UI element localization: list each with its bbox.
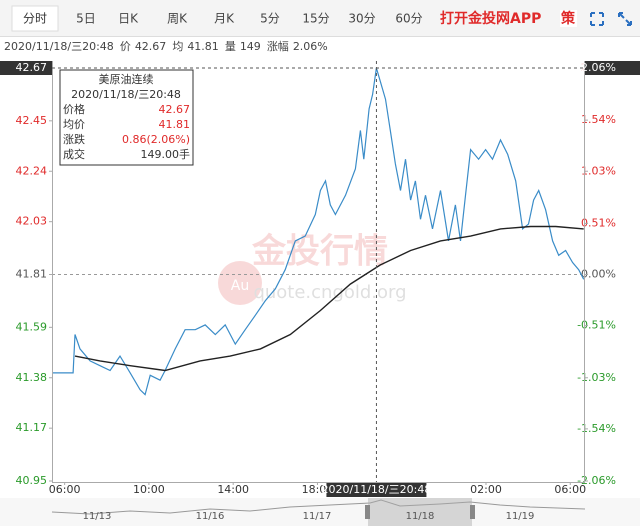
crosshair-y-label: 42.67	[16, 61, 48, 74]
tooltip	[59, 69, 194, 166]
watermark: Au 金投行情 quote.cngold.org	[218, 232, 407, 305]
tooltip-value: 42.67	[159, 103, 191, 116]
navigator-handle[interactable]	[470, 505, 475, 519]
crosshair-y2-label: 2.06%	[581, 61, 616, 74]
navigator-label: 11/16	[196, 511, 225, 522]
info-text: 41.81	[187, 40, 219, 53]
watermark-logo	[218, 261, 262, 305]
tab[interactable]: 月K	[214, 12, 235, 26]
tooltip-title: 美原油连续	[99, 72, 154, 86]
average-line	[74, 225, 584, 372]
y2-tick-label: -1.54%	[577, 422, 616, 435]
y-tick-label: 40.95	[16, 474, 48, 487]
tab[interactable]: 5分	[260, 12, 280, 26]
y-tick-label: 42.03	[16, 215, 48, 228]
tooltip-value: 0.86(2.06%)	[122, 133, 190, 146]
y-tick-label: 41.81	[16, 268, 48, 281]
info-text: 149	[240, 40, 261, 53]
tab[interactable]: 5日	[76, 12, 96, 26]
tooltip-time: 2020/11/18/三20:48	[71, 88, 181, 101]
info-line: 2020/11/18/三20:48 价 42.67 均 41.81 量 149 涨幅 2.06%	[4, 40, 328, 53]
y2-tick-label: 1.54%	[581, 113, 616, 126]
y2-tick-label: 1.03%	[581, 164, 616, 177]
info-text: 涨幅	[267, 40, 289, 53]
tab[interactable]: 15分	[302, 12, 329, 26]
y-tick-label: 41.59	[16, 320, 48, 333]
app-link[interactable]: 打开金投网APP	[440, 10, 541, 27]
navigator-window[interactable]	[368, 498, 472, 526]
y-tick-label: 42.45	[16, 114, 48, 127]
tooltip-label: 均价	[63, 118, 85, 131]
x-tick-label: 10:00	[133, 483, 165, 496]
y-tick-label: 41.38	[16, 371, 48, 384]
crosshair-x-box	[326, 483, 427, 497]
navigator-label: 11/19	[506, 511, 535, 522]
tooltip-value: 149.00手	[141, 147, 191, 161]
watermark-title: 金投行情	[251, 232, 388, 272]
navigator-handle[interactable]	[365, 505, 370, 519]
active-tab-bg	[11, 5, 59, 32]
fullscreen-icon[interactable]	[590, 12, 604, 26]
tab[interactable]: 周K	[167, 12, 188, 26]
tab[interactable]: 60分	[395, 12, 422, 26]
info-text: 量	[225, 40, 236, 53]
tab[interactable]: 日K	[118, 12, 139, 26]
navigator-label: 11/13	[83, 511, 112, 522]
navigator-label: 11/17	[303, 511, 332, 522]
expand-icon[interactable]	[618, 12, 632, 26]
navigator-line	[51, 499, 586, 515]
tooltip-label: 成交	[63, 147, 85, 161]
icon-bg	[560, 10, 577, 27]
crosshair-y-box	[0, 61, 52, 75]
y2-tick-label: 0.51%	[581, 216, 616, 229]
info-text: 价	[120, 40, 131, 53]
info-text: 2.06%	[293, 40, 328, 53]
x-tick-label: 06:00	[554, 483, 586, 496]
x-tick-label: 02:00	[470, 483, 502, 496]
navigator-label: 11/18	[406, 511, 435, 522]
y2-tick-label: -1.03%	[577, 371, 616, 384]
x-tick-label: 06:00	[49, 483, 81, 496]
y-tick-label: 42.24	[16, 164, 48, 177]
tab[interactable]: 30分	[348, 12, 375, 26]
watermark-site: quote.cngold.org	[253, 282, 406, 303]
y-tick-label: 41.17	[16, 421, 48, 434]
price-line	[52, 67, 585, 396]
crosshair-y2-box	[585, 61, 640, 75]
info-text: 42.67	[135, 40, 167, 53]
strategy-icon[interactable]: 策	[560, 10, 576, 27]
crosshair-x-label: 2020/11/18/三20:48	[322, 483, 432, 496]
toolbar	[0, 0, 640, 37]
y2-tick-label: -0.51%	[577, 319, 616, 332]
x-tick-label: 14:00	[217, 483, 249, 496]
info-text: 均	[172, 40, 183, 53]
y2-tick-label: -2.06%	[577, 474, 616, 487]
navigator[interactable]	[0, 498, 640, 526]
tab[interactable]: 分时	[23, 12, 47, 26]
tooltip-value: 41.81	[159, 118, 191, 131]
tooltip-label: 涨跌	[63, 132, 85, 146]
watermark-logo-text: Au	[231, 278, 249, 294]
y2-tick-label: 0.00%	[581, 268, 616, 281]
tooltip-label: 价格	[63, 102, 85, 116]
x-tick-label: 18:00	[302, 483, 334, 496]
info-text: 2020/11/18/三20:48	[4, 40, 114, 53]
